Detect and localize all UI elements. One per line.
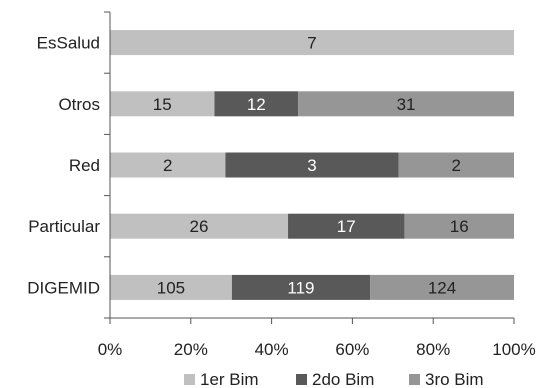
bar-segment-digemid-1 (110, 274, 232, 300)
x-tick-label: 0% (98, 340, 123, 359)
bar-segment-red-2 (225, 152, 399, 178)
bar-segment-otros-3 (298, 91, 514, 117)
bar-segment-otros-2 (214, 91, 299, 117)
bars-layer: 7 15 12 31 2 3 2 26 17 16 105 119 124 (110, 30, 514, 300)
data-label-red-1: 2 (163, 156, 172, 175)
x-tick-label: 20% (174, 340, 208, 359)
data-label-particular-1: 26 (190, 217, 209, 236)
category-label-essalud: EsSalud (37, 34, 100, 53)
data-label-particular-2: 17 (337, 217, 356, 236)
data-label-red-2: 3 (307, 156, 316, 175)
x-tick-label: 100% (492, 340, 535, 359)
bar-segment-digemid-2 (231, 274, 371, 300)
bar-segment-red-1 (110, 152, 226, 178)
legend-swatch-1 (184, 374, 195, 385)
bar-segment-particular-2 (288, 213, 405, 239)
data-label-otros-2: 12 (247, 95, 266, 114)
axes-layer: EsSalud Otros Red Particular DIGEMID 0% 20% 40%… (27, 11, 536, 359)
legend-label-3: 3ro Bim (425, 370, 484, 388)
legend-label-2: 2do Bim (312, 370, 374, 388)
data-label-digemid-1: 105 (157, 278, 185, 297)
legend: 1er Bim 2do Bim 3ro Bim (184, 370, 484, 388)
x-tick-label: 40% (255, 340, 289, 359)
data-label-essalud-1: 7 (307, 34, 316, 53)
category-label-digemid: DIGEMID (27, 278, 100, 297)
bar-segment-particular-3 (404, 213, 514, 239)
category-label-particular: Particular (28, 217, 100, 236)
data-label-otros-3: 31 (397, 95, 416, 114)
category-label-red: Red (69, 156, 100, 175)
bar-segment-digemid-3 (370, 274, 514, 300)
bar-segment-particular-1 (110, 213, 289, 239)
data-label-digemid-3: 124 (428, 278, 456, 297)
x-tick-label: 80% (416, 340, 450, 359)
legend-label-1: 1er Bim (200, 370, 259, 388)
category-label-otros: Otros (58, 95, 100, 114)
bar-segment-red-3 (398, 152, 514, 178)
legend-swatch-2 (296, 374, 307, 385)
bar-segment-essalud-1 (110, 30, 514, 56)
bar-segment-otros-1 (110, 91, 215, 117)
data-label-otros-1: 15 (153, 95, 172, 114)
legend-swatch-3 (409, 374, 420, 385)
data-label-red-3: 2 (452, 156, 461, 175)
x-tick-label: 60% (335, 340, 369, 359)
data-label-particular-3: 16 (450, 217, 469, 236)
data-label-digemid-2: 119 (287, 278, 314, 297)
